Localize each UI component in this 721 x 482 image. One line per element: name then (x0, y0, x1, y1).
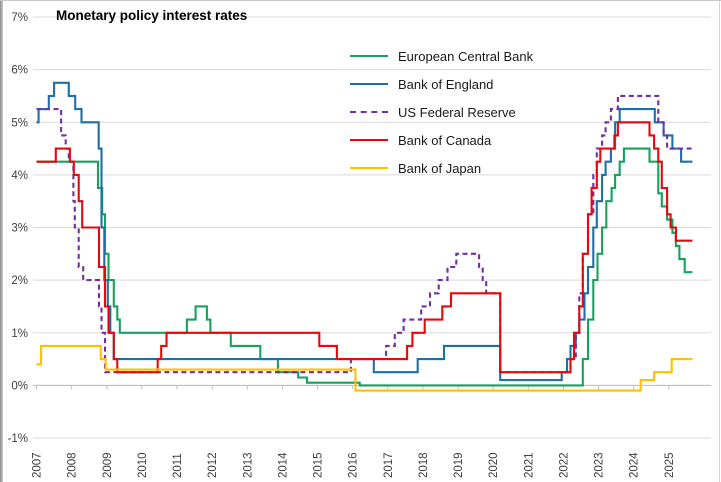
legend-label: US Federal Reserve (398, 104, 516, 120)
series-line-bank-of-japan (36, 344, 693, 392)
x-tick-label: 2007 (32, 452, 44, 478)
legend-label: Bank of England (398, 76, 494, 92)
x-tick-label: 2022 (559, 452, 571, 478)
window-left-edge (0, 1, 3, 482)
legend-swatch-european-central-bank (350, 55, 388, 57)
series-line-european-central-bank (36, 147, 693, 387)
y-tick-label: 5% (11, 117, 28, 129)
y-tick-label: 0% (11, 380, 28, 392)
y-tick-label: 2% (11, 275, 28, 287)
x-tick-label: 2014 (277, 452, 289, 478)
legend-label: Bank of Canada (398, 132, 492, 148)
x-tick-label: 2021 (523, 452, 535, 478)
legend-item-bank-of-england: Bank of England (350, 70, 533, 98)
y-tick-label: 7% (11, 12, 28, 24)
y-tick-label: 1% (11, 328, 28, 340)
legend-item-us-federal-reserve: US Federal Reserve (350, 98, 533, 126)
x-tick-label: 2012 (207, 452, 219, 478)
chart-legend: European Central Bank Bank of England US F… (350, 42, 533, 182)
chart-title: Monetary policy interest rates (56, 8, 248, 23)
y-tick-label: 4% (11, 170, 28, 182)
x-tick-label: 2016 (348, 452, 360, 478)
x-tick-label: 2017 (383, 452, 395, 478)
x-tick-label: 2008 (67, 452, 79, 478)
x-tick-label: 2019 (453, 452, 465, 478)
axis-labels: 7% 6% 5% 4% 3% 2% 1% 0% -1% 2007 2008 2009 2010 2011 2… (8, 12, 676, 478)
series-line-bank-of-canada (36, 121, 693, 374)
series-line-us-federal-reserve (36, 94, 693, 374)
legend-swatch-us-federal-reserve (350, 111, 388, 113)
x-tick-label: 2011 (172, 453, 184, 478)
x-tick-label: 2013 (242, 452, 254, 478)
y-tick-label: 3% (11, 223, 28, 235)
y-tick-label: -1% (8, 433, 28, 445)
legend-label: Bank of Japan (398, 160, 482, 176)
x-tick-label: 2010 (137, 452, 149, 478)
x-tick-label: 2020 (488, 452, 500, 478)
legend-item-bank-of-japan: Bank of Japan (350, 154, 533, 182)
legend-item-bank-of-canada: Bank of Canada (350, 126, 533, 154)
x-tick-label: 2009 (102, 452, 114, 478)
legend-item-european-central-bank: European Central Bank (350, 42, 533, 70)
series-lines (36, 81, 693, 392)
legend-swatch-bank-of-england (350, 83, 388, 85)
x-tick-label: 2023 (594, 452, 606, 478)
legend-label: European Central Bank (398, 48, 534, 64)
x-tick-label: 2018 (418, 452, 430, 478)
legend-swatch-bank-of-canada (350, 139, 388, 141)
x-tick-label: 2025 (664, 452, 676, 478)
x-tick-label: 2015 (313, 452, 325, 478)
legend-swatch-bank-of-japan (350, 167, 388, 169)
y-tick-label: 6% (11, 65, 28, 77)
x-tick-label: 2024 (629, 452, 641, 478)
window-right-edge (719, 1, 720, 482)
